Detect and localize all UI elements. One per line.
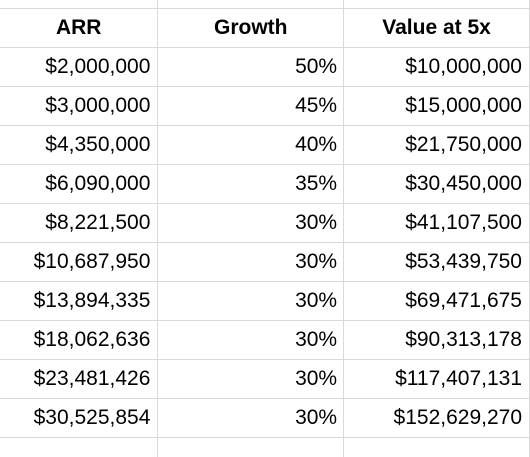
value-cell[interactable]: $30,450,000 bbox=[343, 164, 530, 204]
value-cell[interactable]: $90,313,178 bbox=[343, 320, 530, 360]
table-row: $4,350,000 40% $21,750,000 bbox=[0, 125, 530, 165]
arr-cell[interactable]: $30,525,854 bbox=[0, 398, 159, 438]
growth-cell[interactable]: 45% bbox=[157, 86, 345, 126]
arr-cell[interactable]: $4,350,000 bbox=[0, 125, 159, 165]
arr-cell[interactable]: $8,221,500 bbox=[0, 203, 159, 243]
value-cell[interactable]: $41,107,500 bbox=[343, 203, 530, 243]
cell[interactable] bbox=[343, 0, 530, 9]
growth-cell[interactable]: 30% bbox=[157, 281, 345, 321]
arr-cell[interactable]: $13,894,335 bbox=[0, 281, 159, 321]
table-row: $2,000,000 50% $10,000,000 bbox=[0, 47, 530, 87]
header-cell-arr[interactable]: ARR bbox=[0, 8, 159, 48]
growth-cell[interactable]: 30% bbox=[157, 359, 345, 399]
arr-cell[interactable]: $23,481,426 bbox=[0, 359, 159, 399]
growth-cell[interactable]: 30% bbox=[157, 203, 345, 243]
table-row: $6,090,000 35% $30,450,000 bbox=[0, 164, 530, 204]
growth-cell[interactable]: 30% bbox=[157, 320, 345, 360]
arr-cell[interactable]: $2,000,000 bbox=[0, 47, 159, 87]
header-cell-growth[interactable]: Growth bbox=[157, 8, 345, 48]
value-cell[interactable]: $10,000,000 bbox=[343, 47, 530, 87]
table-row: $23,481,426 30% $117,407,131 bbox=[0, 359, 530, 399]
table-row: $3,000,000 45% $15,000,000 bbox=[0, 86, 530, 126]
partial-row-above bbox=[0, 0, 530, 9]
value-cell[interactable]: $69,471,675 bbox=[343, 281, 530, 321]
arr-cell[interactable]: $6,090,000 bbox=[0, 164, 159, 204]
growth-cell[interactable]: 35% bbox=[157, 164, 345, 204]
empty-cell[interactable] bbox=[0, 437, 159, 457]
cell[interactable] bbox=[0, 0, 159, 9]
value-cell[interactable]: $53,439,750 bbox=[343, 242, 530, 282]
growth-cell[interactable]: 40% bbox=[157, 125, 345, 165]
header-cell-value-at-5x[interactable]: Value at 5x bbox=[343, 8, 530, 48]
arr-cell[interactable]: $3,000,000 bbox=[0, 86, 159, 126]
value-cell[interactable]: $117,407,131 bbox=[343, 359, 530, 399]
table-row: $13,894,335 30% $69,471,675 bbox=[0, 281, 530, 321]
empty-row bbox=[0, 437, 530, 457]
table-row: $18,062,636 30% $90,313,178 bbox=[0, 320, 530, 360]
value-cell[interactable]: $152,629,270 bbox=[343, 398, 530, 438]
value-cell[interactable]: $21,750,000 bbox=[343, 125, 530, 165]
cell[interactable] bbox=[157, 0, 345, 9]
table-row: $30,525,854 30% $152,629,270 bbox=[0, 398, 530, 438]
empty-cell[interactable] bbox=[157, 437, 345, 457]
table-row: $10,687,950 30% $53,439,750 bbox=[0, 242, 530, 282]
growth-cell[interactable]: 30% bbox=[157, 398, 345, 438]
growth-cell[interactable]: 50% bbox=[157, 47, 345, 87]
arr-cell[interactable]: $10,687,950 bbox=[0, 242, 159, 282]
growth-cell[interactable]: 30% bbox=[157, 242, 345, 282]
value-cell[interactable]: $15,000,000 bbox=[343, 86, 530, 126]
arr-cell[interactable]: $18,062,636 bbox=[0, 320, 159, 360]
table-row: $8,221,500 30% $41,107,500 bbox=[0, 203, 530, 243]
empty-cell[interactable] bbox=[343, 437, 530, 457]
header-row: ARR Growth Value at 5x bbox=[0, 8, 530, 48]
